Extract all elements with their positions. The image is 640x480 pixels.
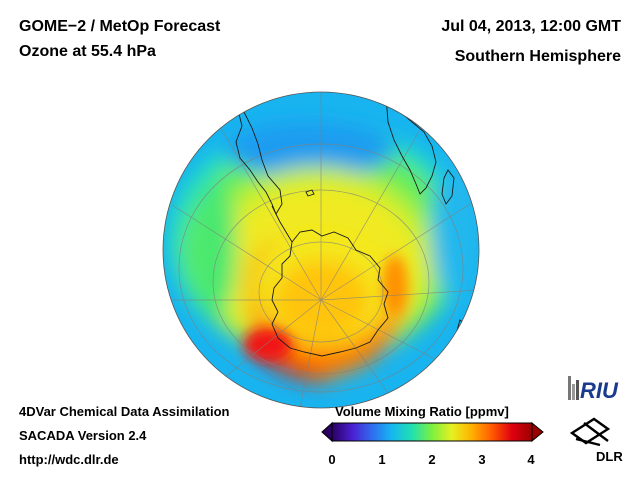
- colorbar-title: Volume Mixing Ratio [ppmv]: [335, 404, 509, 419]
- colorbar-tick: 1: [378, 452, 386, 467]
- graticule: [166, 92, 479, 408]
- coastlines: [225, 94, 477, 357]
- ozone-blue-tongue: [225, 122, 395, 178]
- riu-logo: RIU: [568, 376, 619, 403]
- title-line-2: Ozone at 55.4 hPa: [19, 43, 156, 60]
- globe-outline: [162, 91, 480, 409]
- colorbar-tick: 0: [328, 452, 336, 467]
- date-time: Jul 04, 2013, 12:00 GMT: [441, 18, 621, 35]
- footer-version: SACADA Version 2.4: [19, 428, 147, 443]
- colorbar-gradient: [331, 422, 533, 442]
- madagascar-coast: [441, 169, 455, 205]
- africa-coast: [385, 94, 437, 195]
- colorbar-tick: 3: [478, 452, 486, 467]
- south-georgia-island: [305, 189, 315, 197]
- ozone-red-patch: [244, 329, 292, 361]
- footer-url: http://wdc.dlr.de: [19, 452, 119, 467]
- colorbar-tick: 2: [428, 452, 436, 467]
- colorbar-left-arrow: [321, 421, 333, 443]
- footer-assimilation: 4DVar Chemical Data Assimilation: [19, 404, 230, 419]
- dlr-logo: DLR: [569, 417, 623, 464]
- hemisphere-label: Southern Hemisphere: [454, 48, 621, 65]
- title-line-1: GOME−2 / MetOp Forecast: [19, 18, 221, 35]
- riu-logo-text: RIU: [580, 378, 619, 403]
- south-america-coast: [225, 95, 283, 216]
- colorbar: [321, 421, 544, 443]
- colorbar-right-arrow: [531, 421, 544, 443]
- colorbar-tick: 4: [527, 452, 535, 467]
- ozone-green-band-left: [193, 180, 237, 320]
- ozone-blue-band-right: [431, 160, 479, 300]
- dlr-logo-text: DLR: [596, 449, 623, 464]
- antarctica-coast: [271, 229, 389, 357]
- ozone-orange-patch: [383, 255, 407, 315]
